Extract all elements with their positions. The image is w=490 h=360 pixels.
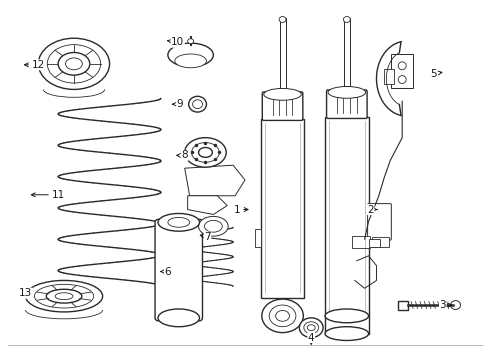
Ellipse shape <box>325 327 368 341</box>
FancyBboxPatch shape <box>384 69 394 84</box>
Ellipse shape <box>204 220 222 232</box>
Ellipse shape <box>46 289 82 303</box>
Ellipse shape <box>279 17 286 22</box>
Ellipse shape <box>168 43 213 67</box>
FancyBboxPatch shape <box>352 236 369 248</box>
Polygon shape <box>185 165 245 196</box>
Ellipse shape <box>158 213 199 231</box>
Ellipse shape <box>47 45 100 83</box>
Text: 1: 1 <box>234 204 248 215</box>
Ellipse shape <box>343 17 350 22</box>
Ellipse shape <box>38 38 110 89</box>
FancyBboxPatch shape <box>255 229 261 247</box>
FancyBboxPatch shape <box>262 92 303 121</box>
Text: 8: 8 <box>177 150 188 161</box>
FancyBboxPatch shape <box>392 54 413 89</box>
Text: 5: 5 <box>431 69 442 79</box>
Ellipse shape <box>398 62 406 70</box>
Ellipse shape <box>58 53 90 75</box>
FancyBboxPatch shape <box>368 204 392 240</box>
FancyBboxPatch shape <box>261 119 304 298</box>
Text: 3: 3 <box>440 300 452 310</box>
FancyBboxPatch shape <box>371 237 390 247</box>
Ellipse shape <box>328 86 366 98</box>
Ellipse shape <box>264 89 301 100</box>
Text: 4: 4 <box>308 333 315 344</box>
Text: 13: 13 <box>19 288 32 298</box>
Ellipse shape <box>325 309 368 323</box>
Ellipse shape <box>198 148 212 157</box>
FancyBboxPatch shape <box>368 239 380 247</box>
Text: 12: 12 <box>24 60 45 70</box>
Ellipse shape <box>175 54 206 68</box>
Ellipse shape <box>193 100 202 109</box>
FancyBboxPatch shape <box>155 219 202 321</box>
Ellipse shape <box>185 138 226 167</box>
Ellipse shape <box>192 143 220 162</box>
Ellipse shape <box>269 305 296 327</box>
Ellipse shape <box>307 325 315 330</box>
Ellipse shape <box>276 310 290 321</box>
Ellipse shape <box>189 96 206 112</box>
Ellipse shape <box>451 301 461 310</box>
Text: 10: 10 <box>168 37 184 47</box>
FancyBboxPatch shape <box>325 316 368 334</box>
Ellipse shape <box>398 76 406 84</box>
Text: 11: 11 <box>31 190 65 200</box>
FancyBboxPatch shape <box>398 301 408 310</box>
Ellipse shape <box>66 58 82 70</box>
Text: 2: 2 <box>367 204 377 215</box>
Ellipse shape <box>262 299 303 333</box>
Text: 7: 7 <box>200 232 211 242</box>
Polygon shape <box>188 196 227 215</box>
Ellipse shape <box>55 293 73 300</box>
Ellipse shape <box>299 318 323 338</box>
Ellipse shape <box>198 216 228 236</box>
FancyBboxPatch shape <box>325 117 368 316</box>
Ellipse shape <box>304 322 318 334</box>
Ellipse shape <box>158 309 199 327</box>
Ellipse shape <box>34 284 94 308</box>
FancyBboxPatch shape <box>326 90 367 118</box>
Text: 9: 9 <box>172 99 183 109</box>
Text: 6: 6 <box>161 266 171 276</box>
Ellipse shape <box>168 217 190 227</box>
Ellipse shape <box>188 39 194 44</box>
Ellipse shape <box>25 280 102 312</box>
